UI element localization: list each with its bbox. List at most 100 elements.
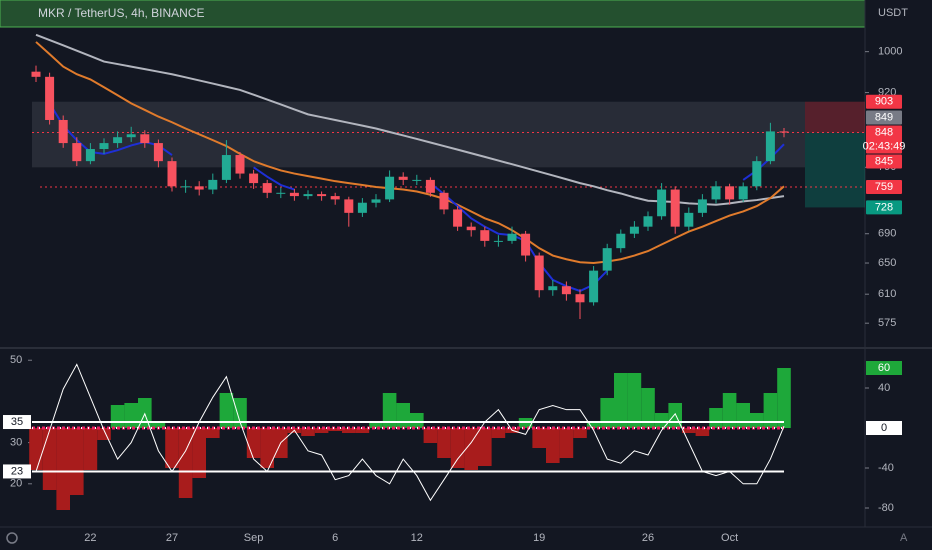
histogram-bar <box>573 428 587 438</box>
candle-body <box>643 216 653 227</box>
candle-body <box>72 143 82 162</box>
candle-body <box>113 137 123 144</box>
candle-body <box>398 176 408 180</box>
candle-body <box>45 76 55 120</box>
histogram-bar <box>600 398 614 428</box>
histogram-bar <box>491 428 506 438</box>
histogram-bar <box>709 408 723 428</box>
candle-body <box>357 202 367 213</box>
y-tick-label: 610 <box>878 288 896 300</box>
candle-body <box>561 286 571 295</box>
price-tag: 759 <box>875 181 893 193</box>
histogram-bar <box>382 393 397 428</box>
price-tag-box <box>866 179 902 194</box>
candle-body <box>31 71 41 77</box>
candle-body <box>262 183 272 193</box>
price-tag-box <box>866 154 902 169</box>
settings-icon[interactable] <box>6 532 18 544</box>
candle-body <box>276 192 286 194</box>
y-tick-label: 30 <box>10 437 22 449</box>
histogram-bar <box>627 373 642 428</box>
candle-body <box>507 233 517 241</box>
candle-body <box>616 233 626 249</box>
histogram-bar <box>777 368 791 428</box>
histogram-bar <box>328 428 342 431</box>
candle-body <box>167 161 177 187</box>
histogram-bar <box>614 373 628 428</box>
candle-body <box>385 176 395 200</box>
auto-scale-button[interactable]: A <box>900 532 908 544</box>
histogram-bar <box>246 428 261 458</box>
x-tick-label: 19 <box>533 532 545 544</box>
y-tick-label: 1000 <box>878 46 902 58</box>
target-tag-box <box>866 200 902 215</box>
x-tick-label: 22 <box>84 532 96 544</box>
candle-body <box>657 189 667 217</box>
price-tag: 845 <box>875 155 893 167</box>
candle-body <box>330 196 340 200</box>
y-tick-label: 20 <box>10 478 22 490</box>
oscillator-line <box>35 363 785 502</box>
candle-body <box>684 212 694 227</box>
histogram-bar <box>559 428 574 458</box>
candle-body <box>208 179 218 190</box>
candle-body <box>589 270 599 303</box>
candle-body <box>575 294 585 303</box>
histogram-bar <box>750 413 764 428</box>
histogram-bar <box>178 428 193 498</box>
histogram-bar <box>233 398 247 428</box>
level-box <box>3 415 31 430</box>
histogram-bar <box>396 403 410 428</box>
candle-body <box>711 186 721 200</box>
histogram-bar <box>654 413 669 428</box>
histogram-bar <box>478 428 492 466</box>
candle-body <box>99 143 109 150</box>
candle-body <box>534 255 544 291</box>
zero-label: 0 <box>881 422 887 434</box>
candle-body <box>480 230 490 241</box>
x-tick-label: Sep <box>244 532 264 544</box>
histogram-bar <box>260 428 274 468</box>
histogram-bar <box>56 428 70 510</box>
x-tick-label: 26 <box>642 532 654 544</box>
last-price-tag-box <box>866 125 902 154</box>
candle-body <box>181 186 191 188</box>
candle-body <box>153 143 163 162</box>
candle-body <box>738 186 748 200</box>
histogram-bar <box>42 428 57 490</box>
candle-body <box>521 233 531 256</box>
histogram-bar <box>423 428 438 443</box>
y2-tick-label: -80 <box>878 502 894 514</box>
x-tick-label: 27 <box>166 532 178 544</box>
y-tick-label: 690 <box>878 228 896 240</box>
histogram-last-label: 60 <box>878 362 890 374</box>
histogram-bar <box>641 388 655 428</box>
histogram-bar <box>695 428 710 436</box>
candle-body <box>126 134 136 138</box>
histogram-bar <box>110 405 125 428</box>
level-box <box>3 464 31 479</box>
level-label: 35 <box>11 416 23 428</box>
histogram-bar <box>736 403 750 428</box>
candle-body <box>140 134 150 144</box>
candle-body <box>221 155 231 180</box>
candle-body <box>453 209 463 227</box>
histogram-bar <box>437 428 451 458</box>
histogram-bar <box>464 428 478 470</box>
candle-body <box>194 186 204 190</box>
histogram-bar <box>314 428 329 433</box>
candle-body <box>439 192 449 210</box>
candle-body <box>344 199 354 213</box>
last-price-tag: 848 <box>875 126 893 138</box>
histogram-bar <box>206 428 220 438</box>
stop-box <box>805 101 865 133</box>
candle-body <box>412 179 422 181</box>
y2-tick-label: -40 <box>878 462 894 474</box>
candle-body <box>249 173 259 184</box>
zero-box <box>866 421 902 435</box>
y-tick-label: 650 <box>878 257 896 269</box>
level-label: 23 <box>11 465 23 477</box>
candle-body <box>289 192 299 197</box>
